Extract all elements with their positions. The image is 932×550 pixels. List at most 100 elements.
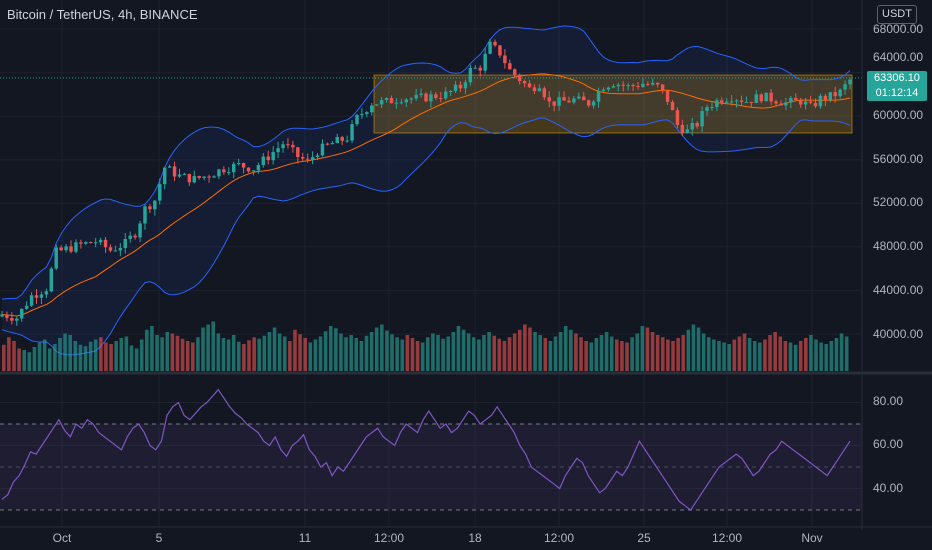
candle-body — [443, 91, 448, 99]
candle-body — [315, 155, 320, 157]
time-tick-label: 12:00 — [544, 531, 574, 545]
candle-body — [774, 101, 778, 104]
candle-body — [34, 295, 39, 298]
candle-body — [675, 110, 680, 125]
price-tick-label: 48000.00 — [873, 239, 923, 253]
volume-bar — [722, 342, 726, 371]
bollinger-band-fill — [2, 25, 850, 355]
volume-bar — [165, 332, 170, 371]
volume-bar — [83, 346, 88, 371]
candle-body — [384, 98, 389, 100]
candle-body — [271, 152, 275, 161]
candle-body — [453, 84, 458, 91]
candle-body — [705, 107, 709, 112]
candle-body — [409, 98, 413, 100]
volume-bar — [369, 332, 374, 371]
candle-body — [59, 247, 63, 251]
price-tick-label: 60000.00 — [873, 108, 923, 122]
volume-bar — [456, 326, 461, 371]
rsi-band-fill — [0, 424, 862, 510]
volume-bar — [231, 335, 236, 371]
volume-bar — [170, 333, 175, 371]
candle-body — [493, 41, 497, 46]
candle-body — [838, 89, 842, 97]
candle-body — [187, 173, 192, 183]
volume-bar — [706, 337, 711, 371]
volume-bar — [778, 336, 783, 371]
time-axis[interactable]: Oct 5 11 12:00 18 12:00 25 12:00 Nov — [53, 531, 823, 545]
volume-bar — [145, 329, 149, 371]
volume-bar — [262, 335, 267, 371]
candle-body — [24, 305, 29, 309]
candle-body — [660, 84, 665, 91]
candle-body — [330, 143, 335, 145]
volume-bar — [180, 338, 185, 371]
candle-body — [503, 55, 507, 64]
volume-bar — [58, 338, 62, 371]
rsi-line — [1, 388, 851, 511]
candle-body — [670, 101, 675, 111]
candle-body — [641, 83, 645, 87]
candle-body — [739, 100, 744, 102]
volume-bar — [42, 339, 47, 371]
volume-bar — [114, 341, 118, 371]
candle-body — [192, 176, 197, 183]
candle-body — [202, 176, 206, 178]
price-tick-label: 40000.00 — [873, 327, 923, 341]
volume-bar — [548, 341, 553, 371]
bollinger-basis-line — [1, 73, 851, 317]
candle-body — [798, 99, 803, 105]
candle-body — [488, 41, 492, 54]
candle-body — [345, 140, 349, 142]
volume-bar — [150, 326, 154, 371]
volume-bar — [584, 341, 588, 371]
candle-body — [404, 99, 409, 103]
volume-bar — [272, 327, 277, 371]
candle-body — [276, 148, 280, 153]
volume-bar — [487, 332, 491, 371]
volume-bar — [68, 335, 72, 371]
candle-body — [394, 102, 399, 104]
candle-body — [79, 242, 83, 244]
candle-body — [848, 79, 852, 85]
volume-bar — [793, 344, 798, 371]
candle-body — [478, 67, 482, 71]
volume-bar — [834, 338, 839, 371]
volume-bar — [768, 335, 772, 371]
volume-bar — [385, 330, 389, 371]
volume-bar — [313, 339, 318, 371]
candle-body — [744, 101, 749, 103]
candle-body — [448, 90, 453, 92]
symbol-title[interactable]: Bitcoin / TetherUS, 4h, BINANCE — [7, 7, 198, 22]
volume-bar — [599, 335, 604, 371]
volume-bar — [773, 332, 777, 371]
volume-bar — [124, 336, 129, 371]
candle-body — [158, 184, 162, 201]
volume-bar — [364, 335, 369, 371]
candle-body — [0, 314, 4, 317]
candle-body — [680, 124, 685, 133]
candle-body — [665, 90, 670, 102]
volume-bar — [844, 336, 849, 371]
volume-bar — [712, 339, 716, 371]
volume-bar — [752, 341, 757, 371]
currency-badge[interactable]: USDT — [877, 5, 917, 24]
candle-body — [690, 123, 694, 130]
rsi-axis[interactable]: 80.00 60.00 40.00 — [873, 394, 903, 495]
candle-body — [414, 94, 418, 99]
volume-bar — [415, 341, 420, 371]
price-axis[interactable]: 68000.00 64000.00 60000.00 56000.00 5200… — [873, 22, 923, 341]
candle-body — [434, 94, 438, 99]
candle-body — [103, 239, 108, 248]
candle-body — [29, 295, 34, 306]
candle-body — [557, 97, 561, 106]
volume-bar — [104, 342, 108, 371]
candle-body — [256, 165, 261, 171]
candle-body — [537, 88, 542, 92]
candle-body — [15, 318, 19, 321]
volume-bar — [73, 341, 78, 371]
volume-bar — [410, 338, 415, 371]
candle-body — [429, 94, 433, 102]
volume-bar — [191, 342, 195, 371]
